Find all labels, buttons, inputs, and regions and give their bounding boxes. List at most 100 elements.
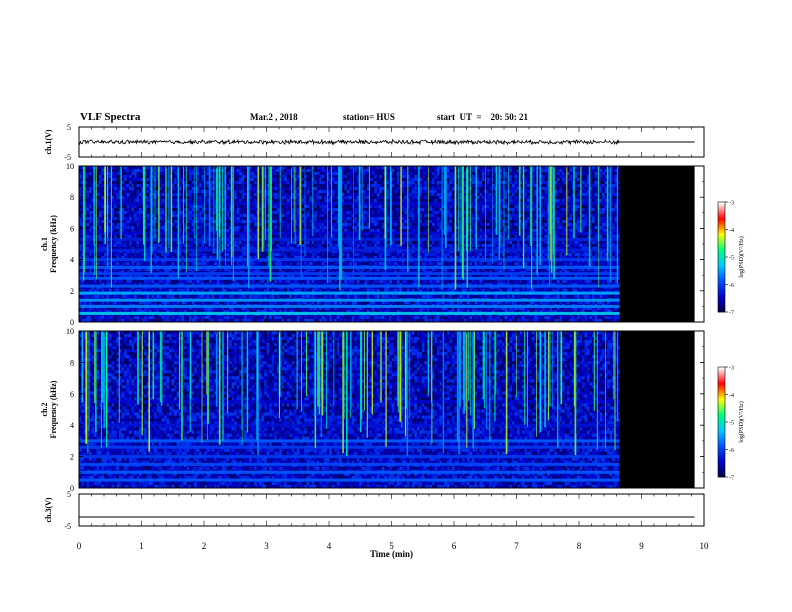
spectrogram-cell — [282, 196, 285, 199]
spectrogram-cell — [127, 262, 130, 265]
spectrogram-cell — [219, 295, 222, 298]
spectrogram-cell — [182, 187, 185, 190]
spectrogram-cell — [279, 166, 282, 169]
spectrogram-cell — [97, 187, 100, 190]
spectrogram-cell — [309, 220, 312, 223]
spectrogram-cell — [279, 184, 282, 187]
spectrogram-cell — [197, 226, 200, 229]
spectrogram-cell — [264, 280, 267, 283]
spectrogram-cell — [174, 220, 177, 223]
spectrogram-cell — [139, 190, 142, 193]
spectrogram-cell — [212, 280, 215, 283]
spectrogram-cell — [134, 172, 137, 175]
spectrogram-cell — [132, 178, 135, 181]
spectrogram-cell — [294, 196, 297, 199]
spectrogram-cell — [249, 196, 252, 199]
spectrogram-cell — [187, 295, 190, 298]
spectrogram-cell — [129, 295, 132, 298]
spectrogram-cell — [117, 184, 120, 187]
spectrogram-cell — [234, 175, 237, 178]
spectrogram-cell — [309, 175, 312, 178]
spectrogram-cell — [137, 190, 140, 193]
spectrogram-cell — [234, 217, 237, 220]
spectrogram-cell — [87, 190, 90, 193]
spectrogram-cell — [162, 280, 165, 283]
spectrogram-cell — [304, 295, 307, 298]
spectrogram-cell — [192, 280, 195, 283]
spectrogram-cell — [302, 193, 305, 196]
spectrogram-cell — [314, 193, 317, 196]
spectrogram-cell — [114, 223, 117, 226]
spectrogram-cell — [272, 295, 275, 298]
spectrogram-cell — [307, 199, 310, 202]
spectrogram-cell — [239, 244, 242, 247]
spectrogram-cell — [182, 226, 185, 229]
spectrogram-cell — [134, 226, 137, 229]
spectrogram-cell — [129, 172, 132, 175]
spectrogram-cell — [297, 208, 300, 211]
spectrogram-cell — [132, 223, 135, 226]
spectrogram-cell — [317, 178, 320, 181]
spectrogram-cell — [222, 196, 225, 199]
spectrogram-cell — [317, 241, 320, 244]
spectrogram-cell — [179, 316, 182, 319]
spectrogram-cell — [239, 205, 242, 208]
spectrogram-cell — [249, 193, 252, 196]
spectrogram-cell — [302, 184, 305, 187]
spectrogram-cell — [227, 199, 230, 202]
spectrogram-cell — [212, 295, 215, 298]
spectrogram-cell — [124, 262, 127, 265]
spectrogram-cell — [242, 253, 245, 256]
spectrogram-cell — [272, 211, 275, 214]
spectrogram-cell — [197, 214, 200, 217]
spectrogram-cell — [267, 316, 270, 319]
spectrogram-cell — [272, 253, 275, 256]
spectrogram-cell — [279, 223, 282, 226]
spectrogram-cell — [89, 199, 92, 202]
spectrogram-cell — [239, 211, 242, 214]
spectrogram-cell — [124, 241, 127, 244]
spectrogram-cell — [89, 196, 92, 199]
spectrogram-cell — [87, 244, 90, 247]
spectrogram-cell — [137, 172, 140, 175]
spectrogram-cell — [152, 262, 155, 265]
spectrogram-cell — [239, 316, 242, 319]
spectrogram-cell — [97, 295, 100, 298]
spectrogram-cell — [274, 214, 277, 217]
spectrogram-cell — [102, 190, 105, 193]
spectrogram-cell — [242, 316, 245, 319]
spectrogram-cell — [174, 217, 177, 220]
spectrogram-cell — [132, 196, 135, 199]
spectrogram-cell — [247, 316, 250, 319]
spectrogram-cell — [284, 244, 287, 247]
spectrogram-cell — [139, 280, 142, 283]
spectrogram-cell — [164, 295, 167, 298]
spectrogram-cell — [302, 196, 305, 199]
spectrogram-cell — [182, 217, 185, 220]
spectrogram-cell — [287, 196, 290, 199]
spectrogram-cell — [244, 172, 247, 175]
spectrogram-cell — [189, 226, 192, 229]
spectrogram-cell — [279, 196, 282, 199]
spectrogram-cell — [222, 199, 225, 202]
spectrogram-cell — [192, 295, 195, 298]
spectrogram-cell — [112, 175, 115, 178]
spectrogram-cell — [187, 184, 190, 187]
spectrogram-cell — [227, 253, 230, 256]
spectrogram-cell — [312, 187, 315, 190]
spectrogram-cell — [227, 223, 230, 226]
spectrogram-cell — [307, 172, 310, 175]
spectrogram-cell — [139, 205, 142, 208]
spectrogram-cell — [204, 316, 207, 319]
spectrogram-cell — [102, 187, 105, 190]
spectrogram-cell — [294, 193, 297, 196]
spectrogram-cell — [257, 262, 260, 265]
spectrogram-cell — [282, 295, 285, 298]
spectrogram-cell — [134, 262, 137, 265]
spectrogram-cell — [199, 295, 202, 298]
spectrogram-cell — [112, 208, 115, 211]
spectrogram-cell — [89, 193, 92, 196]
spectrogram-cell — [202, 181, 205, 184]
spectrogram-cell — [109, 295, 112, 298]
spectrogram-cell — [182, 214, 185, 217]
